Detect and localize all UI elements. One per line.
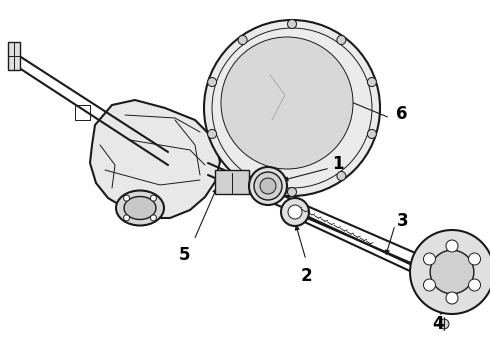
Circle shape: [238, 171, 247, 180]
Circle shape: [410, 230, 490, 314]
Text: 5: 5: [178, 246, 190, 264]
Circle shape: [423, 279, 436, 291]
Text: 3: 3: [397, 212, 409, 230]
FancyBboxPatch shape: [215, 170, 249, 194]
Circle shape: [238, 36, 247, 45]
Ellipse shape: [116, 190, 164, 225]
Ellipse shape: [124, 197, 156, 220]
Circle shape: [368, 77, 376, 86]
Circle shape: [430, 250, 474, 294]
Circle shape: [423, 253, 436, 265]
Circle shape: [123, 215, 129, 221]
Circle shape: [446, 292, 458, 304]
Circle shape: [368, 130, 376, 139]
Circle shape: [208, 77, 217, 86]
Circle shape: [221, 37, 353, 169]
Circle shape: [337, 36, 346, 45]
Circle shape: [468, 279, 481, 291]
Circle shape: [288, 19, 296, 28]
Circle shape: [288, 188, 296, 197]
Circle shape: [254, 172, 282, 200]
Circle shape: [150, 195, 156, 201]
Circle shape: [260, 178, 276, 194]
Circle shape: [150, 215, 156, 221]
Circle shape: [288, 205, 302, 219]
Text: 6: 6: [396, 105, 408, 123]
Circle shape: [439, 319, 449, 329]
Circle shape: [281, 198, 309, 226]
Text: 1: 1: [332, 155, 344, 173]
Circle shape: [249, 167, 287, 205]
Circle shape: [204, 20, 380, 196]
Circle shape: [123, 195, 129, 201]
Polygon shape: [8, 42, 20, 70]
Circle shape: [208, 130, 217, 139]
Text: 2: 2: [300, 267, 312, 285]
Text: 4: 4: [432, 315, 444, 333]
Polygon shape: [90, 100, 220, 218]
Circle shape: [468, 253, 481, 265]
Circle shape: [446, 240, 458, 252]
Circle shape: [337, 171, 346, 180]
